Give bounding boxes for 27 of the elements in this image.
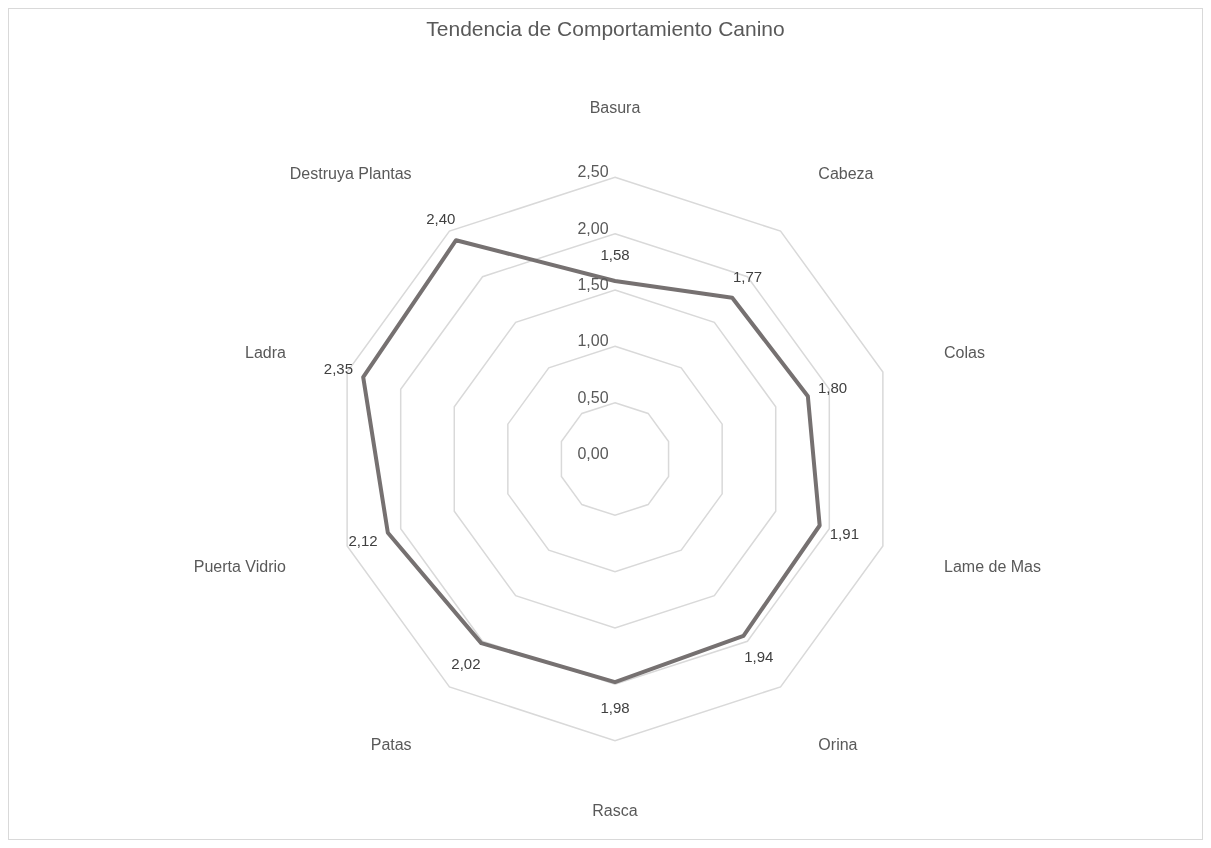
spoke-label: Cabeza (818, 165, 874, 183)
data-label: 1,80 (818, 379, 848, 397)
spoke-label: Ladra (245, 343, 287, 361)
spoke-label: Lame de Mas (944, 557, 1041, 575)
y-tick-label: 0,00 (577, 445, 609, 462)
spoke-label: Destruya Plantas (289, 165, 412, 183)
spoke-label: Orina (818, 736, 858, 754)
data-label: 2,40 (426, 210, 456, 228)
data-label: 1,98 (600, 699, 630, 717)
data-label: 1,58 (600, 245, 630, 263)
data-label: 2,12 (348, 531, 378, 549)
spoke-label: Puerta Vidrio (193, 557, 287, 575)
y-tick-label: 0,50 (577, 388, 609, 406)
y-tick-label: 1,00 (577, 332, 609, 350)
data-label: 1,94 (744, 647, 774, 665)
y-tick-label: 2,50 (577, 163, 609, 181)
data-label: 2,35 (323, 360, 354, 378)
chart-title: Tendencia de Comportamiento Canino (425, 17, 786, 41)
spoke-label: Patas (370, 736, 412, 754)
spoke-label: Rasca (592, 802, 638, 820)
data-label: 1,91 (829, 524, 859, 542)
data-label: 1,77 (732, 267, 763, 285)
data-label: 2,02 (451, 655, 481, 673)
y-tick-label: 2,00 (577, 219, 609, 237)
spoke-label: Basura (589, 99, 641, 116)
spoke-label: Colas (944, 343, 985, 361)
y-tick-label: 1,50 (577, 276, 609, 293)
